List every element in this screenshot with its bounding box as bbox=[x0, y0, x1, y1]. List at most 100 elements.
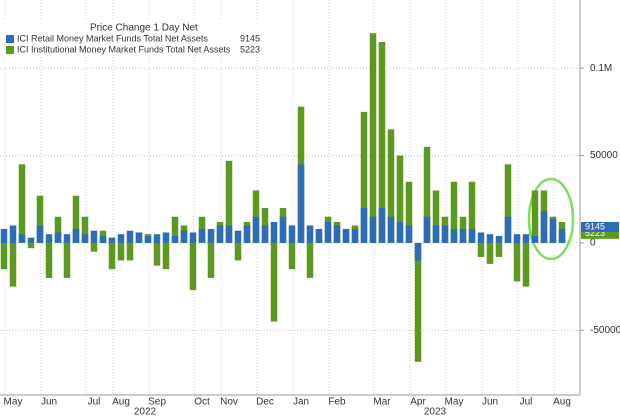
bar bbox=[72, 195, 80, 243]
bar bbox=[558, 228, 566, 243]
bar bbox=[126, 230, 134, 243]
legend-value: 9145 bbox=[240, 33, 260, 43]
y-tick-label: -50000 bbox=[590, 325, 620, 336]
bar bbox=[126, 242, 134, 261]
bar bbox=[144, 235, 152, 243]
x-tick-label: Jan bbox=[293, 397, 309, 408]
year-label: 2023 bbox=[424, 407, 447, 418]
bar bbox=[369, 33, 377, 243]
bar bbox=[36, 225, 44, 243]
legend: Price Change 1 Day Net ICI Retail Money … bbox=[2, 20, 264, 56]
bar bbox=[225, 160, 233, 243]
bar bbox=[378, 207, 386, 243]
bar bbox=[198, 228, 206, 243]
bar bbox=[54, 216, 62, 243]
bar bbox=[81, 234, 89, 243]
bar bbox=[513, 242, 521, 282]
bar bbox=[495, 242, 503, 257]
bar bbox=[369, 216, 377, 243]
bar bbox=[486, 242, 494, 264]
x-tick-label: Jun bbox=[482, 397, 498, 408]
y-tick-label: 0.1M bbox=[590, 63, 612, 74]
bar bbox=[207, 228, 215, 243]
x-tick-label: Jun bbox=[41, 397, 57, 408]
bar bbox=[162, 232, 170, 243]
bar bbox=[90, 242, 98, 252]
bar bbox=[549, 218, 557, 243]
x-tick-label: Apr bbox=[410, 397, 426, 408]
bar bbox=[180, 230, 188, 243]
bar bbox=[477, 242, 485, 257]
bar bbox=[288, 242, 296, 270]
bar bbox=[486, 234, 494, 243]
bar bbox=[378, 41, 386, 243]
bar bbox=[9, 225, 17, 243]
bar bbox=[288, 225, 296, 243]
x-tick-label: Aug bbox=[553, 397, 571, 408]
bar bbox=[117, 234, 125, 243]
year-label: 2022 bbox=[134, 407, 157, 418]
bar bbox=[468, 181, 476, 243]
legend-swatch bbox=[6, 46, 14, 54]
bar bbox=[72, 228, 80, 243]
bar bbox=[18, 164, 26, 243]
bar bbox=[207, 242, 215, 278]
bar bbox=[153, 234, 161, 243]
bar bbox=[90, 230, 98, 243]
bar bbox=[27, 242, 35, 249]
x-tick-label: Sep bbox=[148, 397, 166, 408]
bar bbox=[0, 242, 8, 270]
bar bbox=[477, 232, 485, 243]
bar bbox=[270, 221, 278, 243]
bar bbox=[234, 230, 242, 243]
x-tick-label: Aug bbox=[112, 397, 130, 408]
legend-label: ICI Retail Money Market Funds Total Net … bbox=[17, 33, 208, 43]
bar bbox=[342, 228, 350, 243]
bar bbox=[396, 221, 404, 243]
bar bbox=[297, 164, 305, 243]
bar bbox=[504, 164, 512, 243]
bar bbox=[450, 181, 458, 243]
legend-title: Price Change 1 Day Net bbox=[90, 23, 198, 34]
bar bbox=[162, 242, 170, 270]
bar bbox=[270, 242, 278, 322]
bar bbox=[9, 242, 17, 287]
bar bbox=[450, 228, 458, 243]
bar bbox=[495, 235, 503, 243]
bar bbox=[432, 225, 440, 243]
legend-box bbox=[2, 20, 264, 56]
bar bbox=[171, 216, 179, 243]
bar bbox=[540, 211, 548, 243]
bar bbox=[522, 234, 530, 243]
legend-swatch bbox=[6, 35, 14, 43]
bar bbox=[243, 225, 251, 243]
bar bbox=[405, 181, 413, 243]
last-value-label: 5223 bbox=[585, 228, 605, 238]
bar bbox=[315, 228, 323, 243]
bar bbox=[333, 225, 341, 243]
last-value-tag bbox=[581, 221, 619, 232]
bar bbox=[360, 207, 368, 243]
last-value-tag bbox=[581, 228, 619, 239]
bar bbox=[135, 232, 143, 243]
bar bbox=[225, 225, 233, 243]
x-tick-label: May bbox=[4, 397, 23, 408]
bar bbox=[252, 216, 260, 243]
bar bbox=[216, 225, 224, 243]
x-tick-label: Oct bbox=[194, 397, 210, 408]
bar bbox=[63, 234, 71, 243]
bar bbox=[351, 228, 359, 243]
bar bbox=[54, 232, 62, 243]
bar bbox=[306, 225, 314, 243]
bar bbox=[63, 242, 71, 278]
bar bbox=[405, 225, 413, 243]
bar bbox=[27, 237, 35, 243]
bar bbox=[99, 235, 107, 243]
legend-value: 5223 bbox=[240, 44, 260, 54]
bar bbox=[531, 190, 539, 243]
bar bbox=[45, 242, 53, 278]
x-tick-label: Mar bbox=[373, 397, 391, 408]
bar bbox=[117, 242, 125, 261]
bar bbox=[522, 242, 530, 287]
